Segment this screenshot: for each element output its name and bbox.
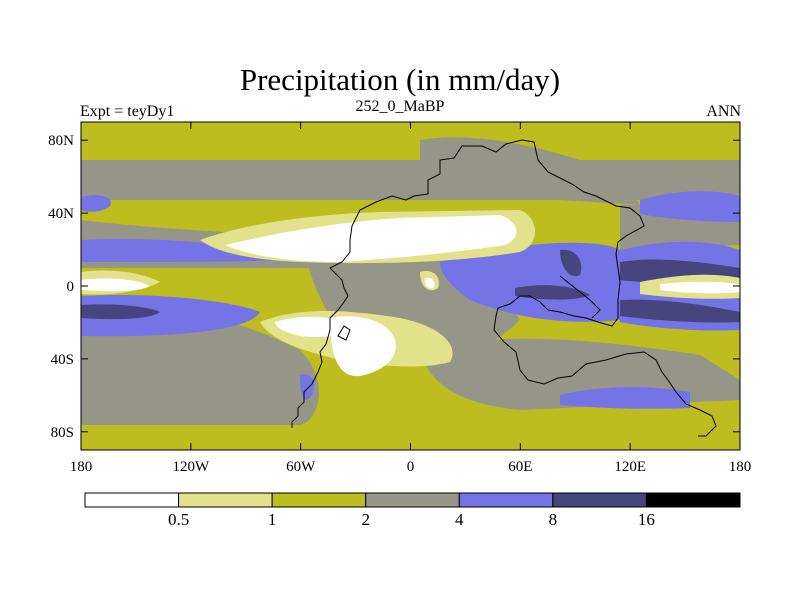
x-axis: 180 120W 60W 0 60E 120E 180 [70, 122, 752, 475]
season-label: ANN [706, 103, 741, 120]
field-arid-spot [424, 277, 435, 289]
y-tick-label: 80N [48, 133, 74, 149]
y-tick-label: 40S [51, 352, 74, 368]
x-tick-label: 120E [614, 459, 646, 475]
colorbar-swatch [458, 492, 554, 508]
y-tick-label: 0 [67, 279, 75, 295]
colorbar-level-label: 8 [549, 510, 558, 529]
field-arid-w-eq [81, 278, 150, 292]
colorbar-swatch [645, 492, 741, 508]
x-tick-label: 180 [729, 459, 752, 475]
field-wet-ne [640, 191, 740, 222]
continent-outline [291, 139, 717, 437]
chart-title: Precipitation (in mm/day) [239, 62, 561, 97]
y-tick-label: 40N [48, 206, 74, 222]
x-tick-label: 120W [172, 459, 210, 475]
field-vwet-s-pacific [81, 304, 160, 320]
x-tick-label: 60E [508, 459, 532, 475]
colorbar-level-label: 1 [268, 510, 277, 529]
colorbar-level-label: 2 [361, 510, 370, 529]
precipitation-field [81, 122, 740, 450]
field-wet-s-itcz [81, 294, 260, 337]
x-tick-label: 180 [70, 459, 93, 475]
island-outline [337, 325, 351, 341]
colorbar-level-label: 0.5 [168, 510, 189, 529]
field-vwet-e-tropics-s [620, 299, 740, 323]
period-label: 252_0_MaBP [355, 98, 445, 115]
field-zone-n-midlat [81, 160, 740, 200]
x-tick-label: 60W [286, 459, 316, 475]
colorbar-swatch [178, 492, 273, 508]
experiment-label: Expt = teyDy1 [80, 103, 175, 120]
field-wet-nw [81, 195, 111, 212]
x-tick-label: 0 [407, 459, 415, 475]
colorbar: 0.5 1 2 4 8 16 [84, 492, 741, 529]
field-arid-s-land [330, 316, 396, 377]
field-zone-north-land [420, 137, 640, 205]
field-vwet-tethys [515, 285, 590, 300]
field-arid-n [225, 215, 517, 262]
colorbar-swatch [271, 492, 367, 508]
colorbar-swatch [552, 492, 647, 508]
field-vwet-tethys-n [560, 249, 582, 277]
colorbar-level-label: 16 [638, 510, 655, 529]
colorbar-swatch [365, 492, 460, 508]
y-axis: 80N 40N 0 40S 80S [48, 133, 740, 441]
colorbar-swatch [84, 492, 180, 508]
y-tick-label: 80S [51, 425, 74, 441]
field-wet-se [560, 387, 690, 409]
inland-sea-outline [559, 275, 601, 319]
colorbar-level-label: 4 [455, 510, 464, 529]
field-arid-e-eq [660, 281, 740, 294]
